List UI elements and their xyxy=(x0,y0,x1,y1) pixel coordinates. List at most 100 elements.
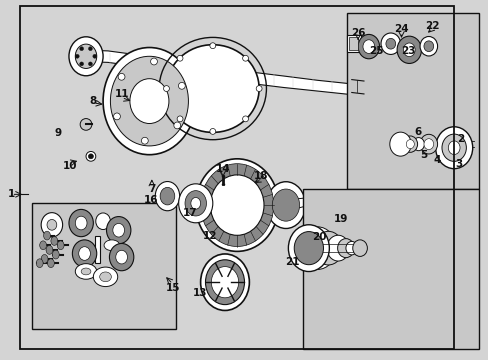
Ellipse shape xyxy=(406,140,413,149)
Polygon shape xyxy=(86,50,254,84)
Ellipse shape xyxy=(88,62,92,66)
Ellipse shape xyxy=(80,47,83,51)
Ellipse shape xyxy=(209,129,215,134)
Text: 3: 3 xyxy=(454,159,462,169)
Ellipse shape xyxy=(41,255,48,263)
Ellipse shape xyxy=(396,36,421,63)
Ellipse shape xyxy=(116,250,127,264)
Ellipse shape xyxy=(57,241,64,249)
Ellipse shape xyxy=(209,43,215,49)
Ellipse shape xyxy=(423,41,433,51)
Ellipse shape xyxy=(75,264,97,279)
Ellipse shape xyxy=(195,159,278,251)
Ellipse shape xyxy=(272,189,299,221)
Bar xyxy=(95,236,100,263)
Ellipse shape xyxy=(96,213,110,230)
Ellipse shape xyxy=(200,164,273,247)
Bar xyxy=(303,189,478,348)
Ellipse shape xyxy=(88,47,92,51)
Ellipse shape xyxy=(352,240,366,256)
Text: 4: 4 xyxy=(432,155,440,165)
Ellipse shape xyxy=(93,54,97,58)
Ellipse shape xyxy=(104,240,120,251)
Text: 2: 2 xyxy=(456,134,464,144)
Text: 20: 20 xyxy=(312,232,326,242)
Text: 9: 9 xyxy=(55,129,61,138)
Text: 18: 18 xyxy=(253,171,267,181)
Text: 24: 24 xyxy=(393,24,408,35)
Ellipse shape xyxy=(75,54,79,58)
Ellipse shape xyxy=(93,267,118,287)
Ellipse shape xyxy=(43,231,50,240)
Bar xyxy=(20,6,453,348)
Ellipse shape xyxy=(211,267,238,298)
Ellipse shape xyxy=(36,259,43,267)
Ellipse shape xyxy=(174,122,180,129)
Text: 14: 14 xyxy=(215,164,230,174)
Ellipse shape xyxy=(178,82,185,89)
Ellipse shape xyxy=(447,141,459,154)
Ellipse shape xyxy=(402,136,417,152)
Ellipse shape xyxy=(51,237,58,246)
Text: 17: 17 xyxy=(182,208,197,218)
Ellipse shape xyxy=(242,55,248,61)
Text: 19: 19 xyxy=(333,215,347,224)
Ellipse shape xyxy=(299,227,335,269)
Ellipse shape xyxy=(419,134,437,154)
Ellipse shape xyxy=(110,56,188,146)
Ellipse shape xyxy=(46,246,53,254)
Ellipse shape xyxy=(40,241,46,249)
Bar xyxy=(348,37,357,50)
Ellipse shape xyxy=(166,45,259,132)
Text: 25: 25 xyxy=(368,46,383,56)
Ellipse shape xyxy=(75,44,97,68)
Ellipse shape xyxy=(69,37,103,76)
Polygon shape xyxy=(288,196,361,211)
Ellipse shape xyxy=(113,224,124,237)
Ellipse shape xyxy=(86,152,96,161)
Text: 11: 11 xyxy=(114,89,129,99)
Text: 23: 23 xyxy=(400,46,415,56)
Ellipse shape xyxy=(75,216,87,230)
Ellipse shape xyxy=(72,240,97,267)
Ellipse shape xyxy=(163,86,169,91)
Ellipse shape xyxy=(423,139,433,149)
Ellipse shape xyxy=(141,137,148,144)
Ellipse shape xyxy=(412,138,424,151)
Text: 5: 5 xyxy=(420,150,427,160)
Ellipse shape xyxy=(200,254,249,310)
Ellipse shape xyxy=(385,39,395,49)
Ellipse shape xyxy=(47,220,57,230)
Bar xyxy=(346,36,360,51)
Ellipse shape xyxy=(357,35,379,59)
Ellipse shape xyxy=(118,73,125,80)
Ellipse shape xyxy=(362,40,374,53)
Ellipse shape xyxy=(256,86,262,91)
Ellipse shape xyxy=(52,250,59,259)
Ellipse shape xyxy=(109,243,134,271)
Ellipse shape xyxy=(81,268,91,275)
Text: 6: 6 xyxy=(413,127,420,136)
Ellipse shape xyxy=(178,184,212,223)
Ellipse shape xyxy=(345,242,357,255)
Text: 26: 26 xyxy=(350,28,365,38)
Ellipse shape xyxy=(69,210,93,237)
Text: 10: 10 xyxy=(63,161,78,171)
Ellipse shape xyxy=(205,260,244,305)
Ellipse shape xyxy=(242,116,248,122)
Text: 1: 1 xyxy=(8,189,15,199)
Ellipse shape xyxy=(100,272,111,282)
Polygon shape xyxy=(254,72,429,101)
Ellipse shape xyxy=(184,191,206,216)
Ellipse shape xyxy=(130,79,168,123)
Ellipse shape xyxy=(106,217,131,244)
Ellipse shape xyxy=(150,58,157,65)
Ellipse shape xyxy=(47,259,54,267)
Ellipse shape xyxy=(266,182,305,229)
Ellipse shape xyxy=(313,231,342,265)
Text: 12: 12 xyxy=(203,231,217,240)
Ellipse shape xyxy=(419,36,437,56)
Ellipse shape xyxy=(177,116,183,122)
Ellipse shape xyxy=(160,187,174,205)
Ellipse shape xyxy=(103,48,195,155)
